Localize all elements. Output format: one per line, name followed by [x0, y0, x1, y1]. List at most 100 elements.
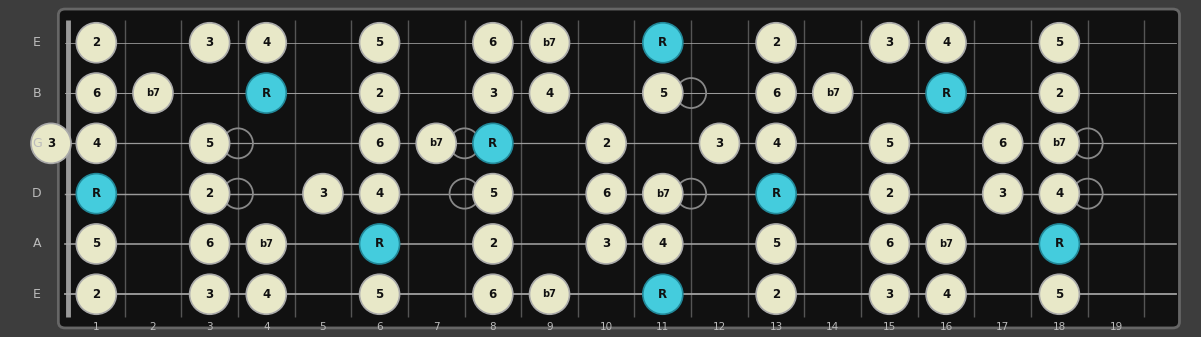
- Text: R: R: [91, 187, 101, 200]
- Text: 4: 4: [942, 36, 950, 49]
- Text: 5: 5: [319, 322, 327, 332]
- Ellipse shape: [926, 274, 966, 314]
- Ellipse shape: [643, 73, 683, 113]
- Ellipse shape: [77, 123, 116, 163]
- Text: 18: 18: [1053, 322, 1066, 332]
- Text: G: G: [32, 137, 42, 150]
- Text: 6: 6: [602, 187, 610, 200]
- Text: 4: 4: [376, 187, 383, 200]
- Text: D: D: [32, 187, 42, 200]
- Text: b7: b7: [826, 88, 839, 98]
- Ellipse shape: [473, 73, 513, 113]
- Text: 2: 2: [772, 36, 781, 49]
- Text: 8: 8: [490, 322, 496, 332]
- Text: 2: 2: [92, 288, 101, 301]
- Text: 3: 3: [602, 238, 610, 250]
- Ellipse shape: [246, 224, 286, 264]
- Text: 5: 5: [376, 288, 383, 301]
- Text: R: R: [771, 187, 781, 200]
- Text: 4: 4: [942, 288, 950, 301]
- Text: 4: 4: [658, 238, 667, 250]
- Ellipse shape: [757, 23, 796, 63]
- Text: 3: 3: [489, 87, 497, 99]
- Ellipse shape: [359, 123, 400, 163]
- Text: R: R: [942, 87, 951, 99]
- Text: 10: 10: [599, 322, 613, 332]
- Ellipse shape: [190, 224, 229, 264]
- Text: 6: 6: [205, 238, 214, 250]
- Ellipse shape: [359, 274, 400, 314]
- Ellipse shape: [530, 23, 569, 63]
- Text: 11: 11: [656, 322, 669, 332]
- Ellipse shape: [586, 123, 626, 163]
- Ellipse shape: [473, 274, 513, 314]
- Text: 12: 12: [713, 322, 727, 332]
- Text: 17: 17: [996, 322, 1009, 332]
- Text: 5: 5: [1056, 36, 1064, 49]
- Text: 3: 3: [205, 36, 214, 49]
- Text: 2: 2: [772, 288, 781, 301]
- Text: 2: 2: [150, 322, 156, 332]
- Text: 5: 5: [205, 137, 214, 150]
- Text: 3: 3: [205, 288, 214, 301]
- Ellipse shape: [473, 174, 513, 214]
- Text: b7: b7: [1052, 139, 1066, 148]
- Text: 5: 5: [885, 137, 894, 150]
- Text: 15: 15: [883, 322, 896, 332]
- Ellipse shape: [982, 123, 1023, 163]
- Ellipse shape: [926, 73, 966, 113]
- Ellipse shape: [473, 123, 513, 163]
- Ellipse shape: [190, 23, 229, 63]
- Text: 5: 5: [772, 238, 781, 250]
- Text: b7: b7: [259, 239, 273, 249]
- Ellipse shape: [586, 224, 626, 264]
- Text: 9: 9: [546, 322, 552, 332]
- Text: b7: b7: [543, 38, 556, 48]
- Ellipse shape: [190, 274, 229, 314]
- Text: 6: 6: [376, 322, 383, 332]
- Ellipse shape: [643, 274, 683, 314]
- Text: b7: b7: [939, 239, 954, 249]
- Text: B: B: [32, 87, 41, 99]
- Text: 4: 4: [263, 322, 269, 332]
- Ellipse shape: [813, 73, 853, 113]
- Text: R: R: [262, 87, 270, 99]
- Ellipse shape: [643, 23, 683, 63]
- Ellipse shape: [77, 274, 116, 314]
- Text: R: R: [658, 36, 668, 49]
- Text: 6: 6: [489, 36, 497, 49]
- Ellipse shape: [870, 174, 909, 214]
- Text: 2: 2: [205, 187, 214, 200]
- Ellipse shape: [359, 174, 400, 214]
- Ellipse shape: [1039, 274, 1080, 314]
- Ellipse shape: [643, 174, 683, 214]
- Ellipse shape: [77, 23, 116, 63]
- Ellipse shape: [246, 73, 286, 113]
- Text: 6: 6: [376, 137, 383, 150]
- Text: 5: 5: [658, 87, 667, 99]
- Text: 3: 3: [885, 36, 894, 49]
- Ellipse shape: [473, 224, 513, 264]
- Ellipse shape: [757, 174, 796, 214]
- Text: R: R: [658, 288, 668, 301]
- Ellipse shape: [870, 274, 909, 314]
- Text: E: E: [32, 288, 41, 301]
- Text: 4: 4: [545, 87, 554, 99]
- Text: 5: 5: [92, 238, 101, 250]
- Ellipse shape: [1039, 73, 1080, 113]
- Ellipse shape: [359, 23, 400, 63]
- Text: R: R: [375, 238, 384, 250]
- Text: 3: 3: [207, 322, 213, 332]
- Text: A: A: [32, 238, 41, 250]
- Text: R: R: [489, 137, 497, 150]
- Text: 7: 7: [432, 322, 440, 332]
- Ellipse shape: [77, 73, 116, 113]
- Ellipse shape: [643, 224, 683, 264]
- Text: 4: 4: [262, 288, 270, 301]
- Ellipse shape: [190, 174, 229, 214]
- Text: 2: 2: [376, 87, 383, 99]
- Text: 6: 6: [489, 288, 497, 301]
- Text: 2: 2: [92, 36, 101, 49]
- Text: 5: 5: [489, 187, 497, 200]
- Ellipse shape: [530, 73, 569, 113]
